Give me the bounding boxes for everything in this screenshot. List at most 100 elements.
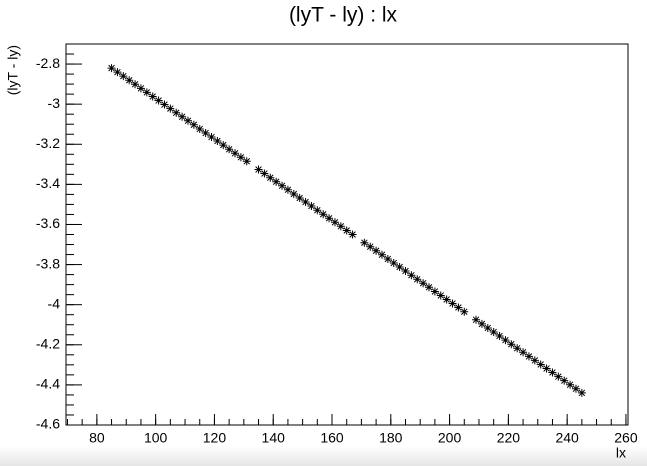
marker <box>189 120 198 129</box>
marker <box>136 84 145 93</box>
marker <box>495 331 504 340</box>
marker <box>348 230 357 239</box>
marker <box>236 153 245 162</box>
marker <box>377 250 386 259</box>
x-tick-label: 260 <box>614 430 638 446</box>
marker <box>430 287 439 296</box>
marker <box>225 145 234 154</box>
marker <box>442 295 451 304</box>
marker <box>283 185 292 194</box>
marker <box>460 307 469 316</box>
marker <box>536 360 545 369</box>
y-tick-label: -3.8 <box>36 255 60 271</box>
marker <box>507 340 516 349</box>
x-tick-label: 100 <box>144 430 168 446</box>
marker <box>272 177 281 186</box>
y-tick-label: -3.2 <box>36 135 60 151</box>
x-tick-label: 140 <box>262 430 286 446</box>
marker <box>542 364 551 373</box>
marker <box>419 279 428 288</box>
marker <box>548 368 557 377</box>
marker <box>425 283 434 292</box>
marker <box>231 149 240 158</box>
marker <box>201 129 210 138</box>
marker <box>319 210 328 219</box>
marker <box>577 388 586 397</box>
marker <box>178 112 187 121</box>
marker <box>213 137 222 146</box>
background <box>0 446 647 466</box>
marker <box>571 384 580 393</box>
marker <box>366 242 375 251</box>
marker <box>524 352 533 361</box>
marker <box>383 254 392 263</box>
marker <box>448 299 457 308</box>
marker <box>160 100 169 109</box>
marker <box>154 96 163 105</box>
marker <box>242 157 251 166</box>
marker <box>295 194 304 203</box>
marker <box>207 133 216 142</box>
x-tick-label: 180 <box>379 430 403 446</box>
marker <box>342 226 351 235</box>
marker <box>566 380 575 389</box>
marker <box>278 181 287 190</box>
marker <box>407 271 416 280</box>
marker <box>219 141 228 150</box>
marker <box>454 303 463 312</box>
y-tick-label: -2.8 <box>36 55 60 71</box>
x-tick-label: 160 <box>320 430 344 446</box>
marker <box>483 323 492 332</box>
x-tick-label: 240 <box>555 430 579 446</box>
marker <box>472 315 481 324</box>
y-tick-label: -4 <box>48 295 61 311</box>
x-tick-label: 80 <box>89 430 105 446</box>
marker <box>301 198 310 207</box>
marker <box>195 125 204 134</box>
x-tick-label: 200 <box>438 430 462 446</box>
marker <box>107 64 116 73</box>
marker <box>413 275 422 284</box>
marker <box>260 169 269 178</box>
marker <box>401 266 410 275</box>
marker <box>307 202 316 211</box>
x-tick-label: 220 <box>497 430 521 446</box>
marker <box>519 348 528 357</box>
marker <box>389 258 398 267</box>
marker <box>125 76 134 85</box>
marker <box>289 189 298 198</box>
y-tick-label: -4.2 <box>36 335 60 351</box>
marker <box>477 319 486 328</box>
y-tick-label: -3 <box>48 95 61 111</box>
marker <box>560 376 569 385</box>
marker <box>360 238 369 247</box>
marker <box>554 372 563 381</box>
marker <box>148 92 157 101</box>
marker <box>113 68 122 77</box>
marker <box>513 344 522 353</box>
plot-frame <box>65 43 629 426</box>
marker <box>336 222 345 231</box>
marker <box>131 80 140 89</box>
marker <box>254 165 263 174</box>
marker <box>313 206 322 215</box>
x-tick-label: 120 <box>203 430 227 446</box>
marker <box>183 116 192 125</box>
marker <box>119 72 128 81</box>
y-axis-label: (lyT - ly) <box>5 45 21 95</box>
marker <box>166 104 175 113</box>
marker <box>325 214 334 223</box>
y-tick-label: -4.4 <box>36 376 60 392</box>
marker <box>372 246 381 255</box>
marker <box>172 108 181 117</box>
marker <box>330 218 339 227</box>
marker <box>530 356 539 365</box>
y-tick-label: -4.6 <box>36 416 60 432</box>
y-tick-label: -3.4 <box>36 175 60 191</box>
chart-title: (lyT - ly) : lx <box>289 4 398 27</box>
marker <box>489 327 498 336</box>
marker <box>395 262 404 271</box>
marker <box>266 173 275 182</box>
marker <box>501 336 510 345</box>
y-tick-label: -3.6 <box>36 215 60 231</box>
